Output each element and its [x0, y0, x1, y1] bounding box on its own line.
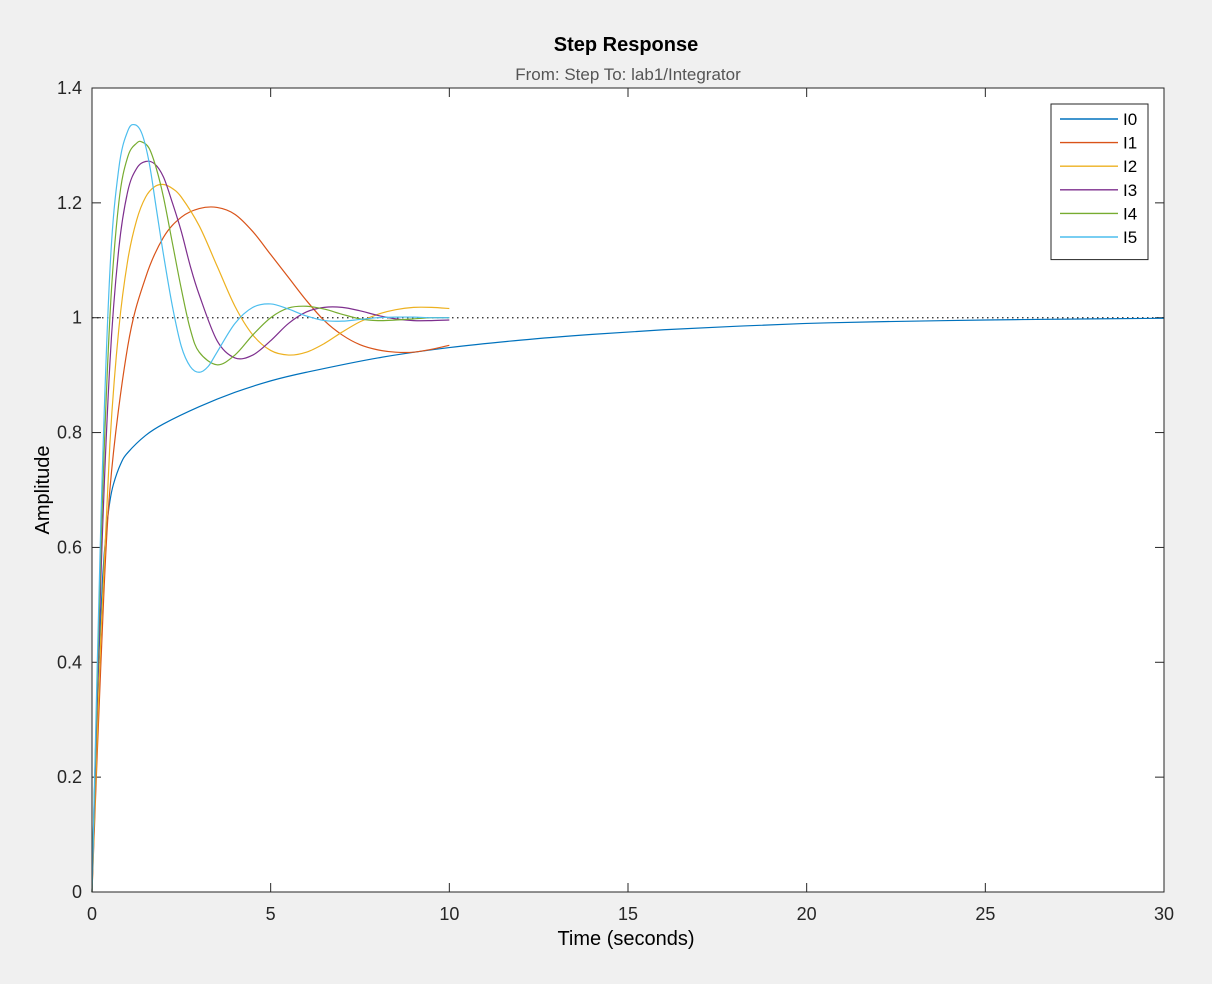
- x-tick-label: 30: [1154, 904, 1174, 924]
- series-line-i1: [91, 206, 450, 893]
- series-line-i2: [91, 183, 450, 893]
- plot-area: [92, 88, 1164, 892]
- legend-box: [1050, 103, 1149, 261]
- x-axis-label: Time (seconds): [557, 928, 694, 950]
- chart-title: Step Response: [554, 34, 698, 56]
- legend-label-i1: I1: [1123, 134, 1137, 153]
- x-tick-label: 15: [618, 904, 638, 924]
- y-tick-label: 0.6: [57, 537, 82, 557]
- legend-label-i4: I4: [1123, 204, 1137, 223]
- x-tick-label: 5: [266, 904, 276, 924]
- series-line-i3: [91, 160, 450, 893]
- y-tick-label: 1: [72, 308, 82, 328]
- y-tick-label: 1.2: [57, 193, 82, 213]
- x-tick-label: 20: [797, 904, 817, 924]
- y-tick-label: 0.2: [57, 767, 82, 787]
- legend-label-i3: I3: [1123, 181, 1137, 200]
- plot-frame: [91, 87, 1165, 893]
- y-tick-label: 0.8: [57, 423, 82, 443]
- x-tick-label: 10: [439, 904, 459, 924]
- series-group: [91, 123, 1165, 893]
- chart-subtitle: From: Step To: lab1/Integrator: [515, 65, 741, 84]
- y-tick-label: 1.4: [57, 78, 82, 98]
- x-tick-label: 25: [975, 904, 995, 924]
- y-axis-label: Amplitude: [32, 446, 54, 535]
- axis-ticks: 0 5 10 15 20 25 30 0 0.2 0.4 0.6 0.8 1 1.2 1.4: [57, 78, 1174, 924]
- x-tick-label: 0: [87, 904, 97, 924]
- legend: I0 I1 I2 I3 I4 I5: [1050, 103, 1149, 261]
- legend-label-i0: I0: [1123, 110, 1137, 129]
- legend-label-i5: I5: [1123, 228, 1137, 247]
- y-tick-label: 0: [72, 882, 82, 902]
- series-line-i5: [91, 123, 450, 893]
- legend-label-i2: I2: [1123, 157, 1137, 176]
- y-tick-label: 0.4: [57, 652, 82, 672]
